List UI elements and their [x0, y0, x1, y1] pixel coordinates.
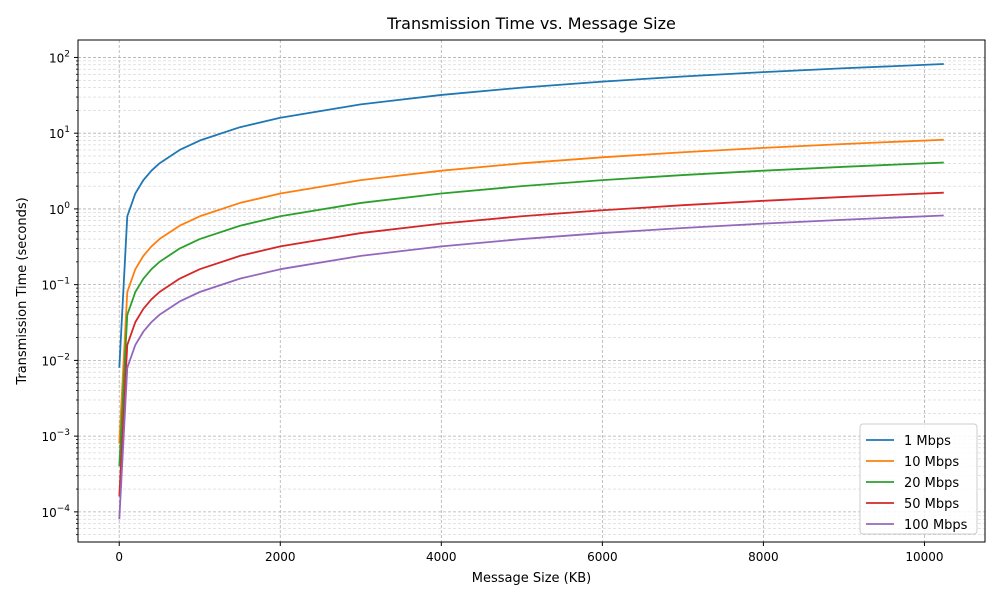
y-axis-ticks: 10−4 10−3 10−2 10−1 100 101 102 — [41, 49, 78, 536]
minor-gridlines — [78, 60, 985, 535]
y-tick-label: 102 — [49, 49, 70, 65]
x-axis-label: Message Size (KB) — [472, 571, 592, 586]
y-tick-label: 10−4 — [41, 504, 70, 520]
series-line-1 — [118, 63, 944, 368]
x-tick-label: 4000 — [426, 550, 457, 564]
legend-label-5: 100 Mbps — [904, 518, 968, 533]
chart-title: Transmission Time vs. Message Size — [386, 14, 676, 33]
legend-box — [859, 423, 978, 535]
plot-frame — [77, 39, 986, 543]
x-tick-label: 10000 — [905, 550, 943, 564]
y-tick-label: 101 — [49, 125, 70, 141]
x-tick-label: 0 — [115, 550, 123, 564]
x-tick-label: 2000 — [265, 550, 296, 564]
y-tick-label: 100 — [49, 201, 70, 217]
legend-label-3: 20 Mbps — [904, 476, 959, 491]
x-tick-label: 8000 — [748, 550, 779, 564]
series-line-3 — [118, 161, 944, 467]
y-axis-label: Transmission Time (seconds) — [15, 197, 30, 385]
major-gridlines — [78, 40, 985, 542]
x-tick-label: 6000 — [587, 550, 618, 564]
y-tick-label: 10−1 — [41, 277, 70, 293]
legend-label-2: 10 Mbps — [904, 455, 959, 470]
legend-label-4: 50 Mbps — [904, 497, 959, 512]
series-line-4 — [118, 191, 944, 497]
series-line-2 — [118, 138, 944, 444]
series-line-5 — [118, 214, 944, 520]
legend-label-1: 1 Mbps — [904, 434, 951, 449]
y-tick-label: 10−2 — [41, 352, 70, 368]
series-lines — [118, 63, 944, 520]
y-tick-label: 10−3 — [41, 428, 70, 444]
legend: 1 Mbps 10 Mbps 20 Mbps 50 Mbps 100 Mbps — [859, 423, 978, 535]
x-axis-ticks: 0 2000 4000 6000 8000 10000 — [115, 542, 944, 564]
